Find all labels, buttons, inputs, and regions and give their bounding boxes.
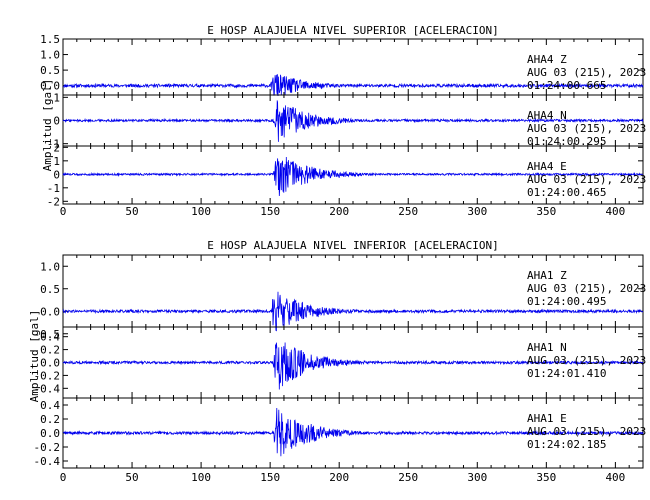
y-tick-label: 0 <box>53 168 60 181</box>
y-tick-label: 0.5 <box>40 283 60 296</box>
y-tick-label: 2 <box>53 141 60 154</box>
x-tick-label: 200 <box>329 471 349 484</box>
date-label: AUG 03 (215), 2023 <box>527 66 646 79</box>
x-tick-label: 400 <box>605 205 625 218</box>
y-tick-label: 0.0 <box>40 357 60 370</box>
x-tick-label: 300 <box>467 471 487 484</box>
time-label: 01:24:02.185 <box>527 438 606 451</box>
date-label: AUG 03 (215), 2023 <box>527 282 646 295</box>
waveform-trace <box>62 291 644 332</box>
time-label: 01:24:00.465 <box>527 186 606 199</box>
x-tick-label: 150 <box>260 471 280 484</box>
y-tick-label: 0 <box>53 115 60 128</box>
x-tick-label: 300 <box>467 205 487 218</box>
x-tick-label: 0 <box>60 205 67 218</box>
y-tick-label: 1.0 <box>40 260 60 273</box>
y-tick-label: 0.5 <box>40 64 60 77</box>
x-tick-label: 100 <box>191 205 211 218</box>
bottom-y-axis-label: Amplitud [gal] <box>28 310 41 403</box>
x-tick-label: 250 <box>398 471 418 484</box>
x-tick-label: 400 <box>605 471 625 484</box>
y-tick-label: -1 <box>47 138 60 151</box>
x-tick-label: 200 <box>329 205 349 218</box>
y-tick-label: -1 <box>47 182 60 195</box>
x-tick-label: 250 <box>398 205 418 218</box>
y-tick-label: 1 <box>53 91 60 104</box>
waveform-trace <box>62 74 644 97</box>
y-tick-label: 1.0 <box>40 49 60 62</box>
x-tick-label: 50 <box>125 471 138 484</box>
station-component-label: AHA1 Z <box>527 269 567 282</box>
x-tick-label: 100 <box>191 471 211 484</box>
y-tick-label: 0.4 <box>40 331 60 344</box>
x-tick-label: 50 <box>125 205 138 218</box>
x-tick-label: 350 <box>536 205 556 218</box>
date-label: AUG 03 (215), 2023 <box>527 122 646 135</box>
y-tick-label: 0.0 <box>40 427 60 440</box>
y-tick-label: -2 <box>47 195 60 208</box>
y-tick-label: 1 <box>53 155 60 168</box>
y-tick-label: 1.5 <box>40 33 60 46</box>
station-component-label: AHA4 N <box>527 109 567 122</box>
bottom-figure-title: E HOSP ALAJUELA NIVEL INFERIOR [ACELERAC… <box>207 239 498 252</box>
y-tick-label: 0.0 <box>40 305 60 318</box>
top-y-axis-label: Amplitud [gal] <box>41 79 54 172</box>
x-tick-label: 150 <box>260 205 280 218</box>
waveform-trace <box>62 342 644 390</box>
time-label: 01:24:01.410 <box>527 367 606 380</box>
date-label: AUG 03 (215), 2023 <box>527 173 646 186</box>
time-label: 01:24:00.495 <box>527 295 606 308</box>
date-label: AUG 03 (215), 2023 <box>527 354 646 367</box>
time-label: 01:24:00.295 <box>527 135 606 148</box>
station-component-label: AHA4 Z <box>527 53 567 66</box>
y-tick-label: -0.4 <box>34 382 61 395</box>
y-tick-label: -0.2 <box>34 441 61 454</box>
waveform-trace <box>62 407 644 457</box>
station-component-label: AHA4 E <box>527 160 567 173</box>
time-label: 01:24:00.665 <box>527 79 606 92</box>
station-component-label: AHA1 N <box>527 341 567 354</box>
waveform-trace <box>62 156 644 197</box>
y-tick-label: 0.2 <box>40 413 60 426</box>
station-component-label: AHA1 E <box>527 412 567 425</box>
y-tick-label: -0.4 <box>34 455 61 468</box>
y-tick-label: -0.5 <box>34 328 61 341</box>
y-tick-label: 0.2 <box>40 344 60 357</box>
y-tick-label: 0.0 <box>40 80 60 93</box>
y-tick-label: -0.2 <box>34 369 61 382</box>
x-tick-label: 350 <box>536 471 556 484</box>
waveform-trace <box>62 100 644 142</box>
date-label: AUG 03 (215), 2023 <box>527 425 646 438</box>
y-tick-label: 0.4 <box>40 399 60 412</box>
x-tick-label: 0 <box>60 471 67 484</box>
top-figure-title: E HOSP ALAJUELA NIVEL SUPERIOR [ACELERAC… <box>207 24 498 37</box>
